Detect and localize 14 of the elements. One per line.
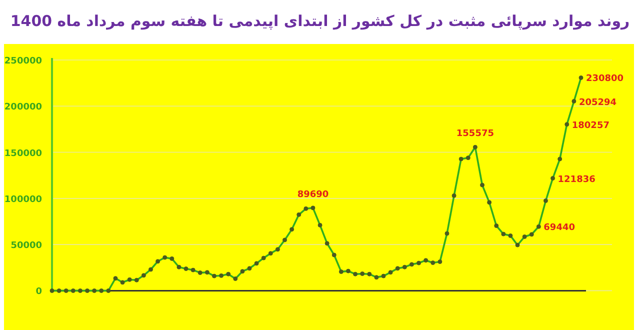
y-tick-label: 150000 [4,148,42,159]
data-label: 69440 [544,223,575,234]
data-label: 180257 [572,120,610,131]
data-label: 89690 [297,190,329,200]
y-tick-label: 100000 [4,194,42,205]
data-label: 205294 [578,98,617,108]
chart-title: روند موارد سرپائی مثبت در کل کشور از ابتدای اپیدمی تا هفته سوم مرداد ماه 1400 [10,12,630,30]
y-tick-label: 200000 [4,102,42,113]
data-label: 230800 [586,74,624,84]
y-tick-label: 0 [36,287,42,298]
y-tick-label: 50000 [10,241,42,252]
data-label: 155575 [456,129,494,140]
y-tick-label: 250000 [4,56,42,66]
data-label: 121836 [558,174,596,185]
